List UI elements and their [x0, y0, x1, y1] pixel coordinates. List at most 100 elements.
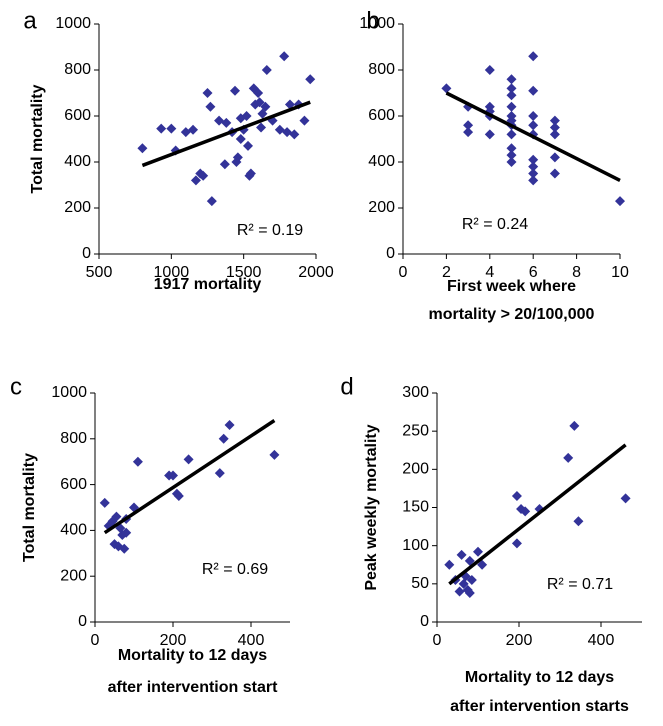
- trendline: [103, 419, 276, 535]
- data-point: [156, 123, 167, 134]
- data-point: [463, 120, 474, 131]
- y-tick-label: 0: [82, 245, 91, 262]
- panel-label: a: [23, 7, 37, 34]
- data-point: [528, 51, 539, 62]
- data-point: [190, 175, 201, 186]
- data-point: [506, 129, 517, 140]
- data-point: [506, 111, 517, 121]
- data-point: [441, 83, 452, 94]
- data-point: [289, 129, 300, 140]
- x-axis-label: mortality > 20/100,000: [429, 306, 595, 323]
- y-tick-label: 200: [402, 461, 429, 478]
- data-point: [484, 65, 495, 75]
- x-tick-label: 200: [160, 632, 187, 649]
- data-point: [573, 516, 584, 527]
- x-tick-label: 0: [433, 632, 442, 649]
- y-tick-label: 150: [402, 499, 429, 516]
- x-tick-label: 2000: [298, 264, 334, 281]
- data-point: [506, 83, 517, 94]
- data-point: [137, 143, 148, 154]
- data-point: [458, 578, 469, 589]
- data-point: [256, 122, 267, 133]
- data-point: [214, 468, 225, 479]
- data-point: [466, 575, 477, 586]
- data-point: [444, 559, 455, 570]
- data-point: [121, 527, 132, 538]
- data-point: [183, 454, 194, 465]
- y-tick-label: 800: [60, 430, 87, 447]
- x-tick-label: 0: [91, 632, 100, 649]
- data-point: [299, 115, 310, 126]
- x-axis-label: 1917 mortality: [154, 276, 262, 293]
- data-point: [206, 196, 217, 207]
- trendline: [141, 100, 311, 168]
- y-tick-label: 0: [386, 245, 395, 262]
- panel-label: c: [10, 373, 22, 400]
- y-tick-label: 800: [368, 61, 395, 78]
- data-point: [549, 115, 560, 126]
- y-tick-label: 0: [78, 613, 87, 630]
- y-tick-label: 400: [368, 153, 395, 170]
- data-point: [528, 161, 539, 172]
- y-tick-label: 600: [60, 476, 87, 493]
- y-tick-label: 200: [368, 199, 395, 216]
- data-point: [549, 168, 560, 179]
- data-point: [464, 555, 475, 566]
- data-point: [506, 157, 517, 167]
- data-point: [205, 101, 216, 112]
- data-point: [219, 159, 230, 170]
- y-axis-label: Total mortality: [21, 453, 38, 562]
- data-point: [456, 549, 467, 560]
- data-point: [99, 497, 110, 508]
- y-tick-label: 0: [420, 613, 429, 630]
- data-point: [111, 511, 122, 522]
- data-point: [168, 470, 178, 481]
- x-tick-label: 400: [588, 632, 615, 649]
- r-squared: R² = 0.71: [547, 576, 613, 593]
- data-point: [202, 88, 213, 98]
- data-point: [229, 85, 240, 96]
- y-tick-label: 300: [402, 384, 429, 401]
- data-point: [198, 170, 209, 181]
- data-point: [261, 65, 272, 75]
- data-point: [473, 546, 483, 557]
- y-tick-label: 1000: [359, 15, 395, 32]
- x-tick-label: 10: [611, 264, 629, 281]
- y-tick-label: 50: [411, 575, 429, 592]
- data-point: [166, 123, 177, 134]
- data-point: [232, 152, 243, 163]
- data-point: [528, 120, 539, 131]
- data-point: [243, 140, 254, 151]
- r-squared: R² = 0.24: [462, 216, 528, 233]
- x-tick-label: 8: [572, 264, 581, 281]
- data-point: [506, 90, 517, 101]
- trendline: [445, 91, 621, 182]
- data-point: [620, 493, 631, 504]
- y-tick-label: 600: [64, 107, 91, 124]
- r-squared: R² = 0.19: [237, 222, 303, 239]
- y-tick-label: 200: [60, 567, 87, 584]
- data-point: [549, 122, 560, 133]
- data-point: [284, 99, 295, 110]
- data-point: [245, 168, 256, 179]
- x-axis-label: First week where: [447, 278, 576, 295]
- data-point: [528, 175, 539, 186]
- data-point: [224, 420, 235, 431]
- data-point: [511, 538, 522, 549]
- y-axis-label: Peak weekly mortality: [363, 424, 380, 590]
- data-point: [528, 111, 539, 121]
- x-tick-label: 1000: [154, 264, 190, 281]
- data-point: [506, 143, 517, 154]
- x-tick-label: 200: [506, 632, 533, 649]
- x-tick-label: 2: [442, 264, 451, 281]
- data-point: [454, 586, 465, 597]
- data-point: [305, 74, 316, 85]
- y-tick-label: 1000: [55, 15, 91, 32]
- x-axis-label: after intervention starts: [450, 698, 629, 715]
- data-point: [218, 433, 229, 444]
- y-tick-label: 250: [402, 422, 429, 439]
- data-point: [615, 196, 625, 207]
- data-point: [528, 85, 539, 96]
- x-tick-label: 0: [399, 264, 408, 281]
